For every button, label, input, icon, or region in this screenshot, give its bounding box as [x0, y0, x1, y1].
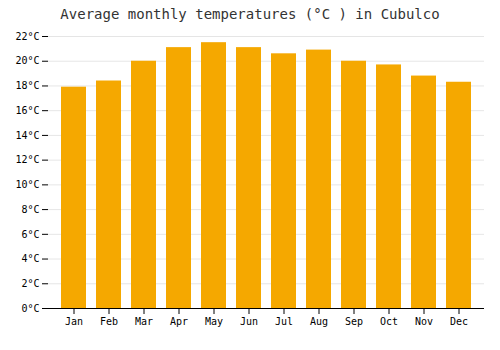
svg-text:Dec: Dec [450, 316, 468, 327]
svg-text:May: May [205, 316, 223, 327]
svg-text:20°C: 20°C [15, 55, 39, 66]
svg-text:14°C: 14°C [15, 130, 39, 141]
svg-text:10°C: 10°C [15, 179, 39, 190]
svg-text:Nov: Nov [415, 316, 433, 327]
html-text:Average monthly temperatures (: Average monthly temperatures (°C ) in Cu… [60, 6, 440, 22]
svg-text:12°C: 12°C [15, 154, 39, 165]
svg-text:0°C: 0°C [21, 303, 39, 314]
svg-text:6°C: 6°C [21, 229, 39, 240]
svg-text:Apr: Apr [170, 316, 188, 327]
svg-text:4°C: 4°C [21, 253, 39, 264]
svg-text:8°C: 8°C [21, 204, 39, 215]
svg-text:Jul: Jul [275, 316, 293, 327]
svg-text:Jan: Jan [65, 316, 83, 327]
svg-text:Jun: Jun [240, 316, 258, 327]
svg-text:Sep: Sep [345, 316, 363, 327]
svg-text:Oct: Oct [380, 316, 398, 327]
svg-text:18°C: 18°C [15, 80, 39, 91]
svg-text:Aug: Aug [310, 316, 328, 327]
svg-text:16°C: 16°C [15, 105, 39, 116]
svg-text:Mar: Mar [135, 316, 153, 327]
svg-text:Feb: Feb [100, 316, 118, 327]
svg-text:22°C: 22°C [15, 31, 39, 42]
svg-text:2°C: 2°C [21, 278, 39, 289]
